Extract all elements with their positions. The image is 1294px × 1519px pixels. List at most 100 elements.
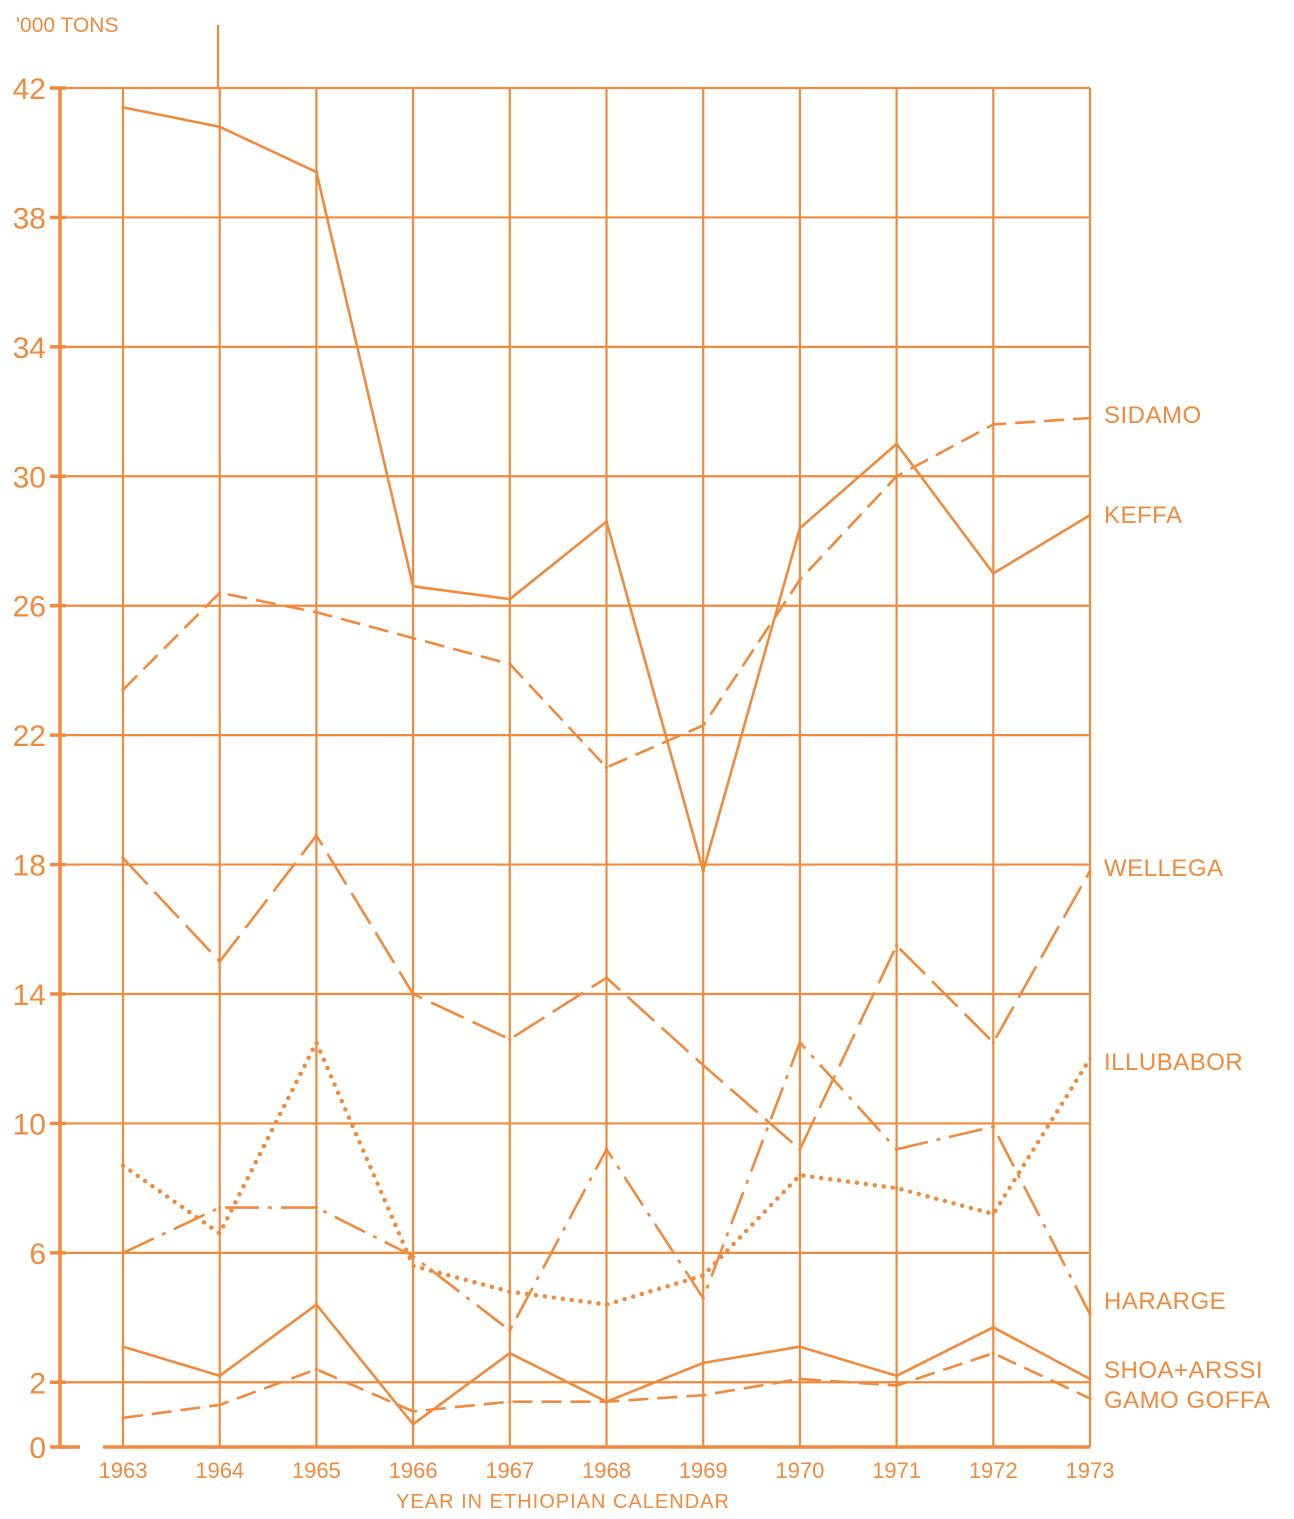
labels: '000 TONS YEAR IN ETHIOPIAN CALENDAR 026… <box>13 14 1270 1513</box>
data-point-keffa <box>991 571 995 575</box>
data-point-shoa-arssi <box>798 1345 802 1349</box>
y-tick-label: 34 <box>13 332 46 365</box>
data-point-illubabor <box>1088 1057 1092 1061</box>
data-point-sidamo <box>411 636 415 640</box>
x-axis-title: YEAR IN ETHIOPIAN CALENDAR <box>396 1491 730 1513</box>
data-point-hararge <box>895 1147 899 1151</box>
data-point-hararge <box>411 1254 415 1258</box>
data-point-wellega <box>1088 869 1092 873</box>
x-tick-label: 1972 <box>969 1458 1018 1483</box>
data-point-gamo-goffa <box>991 1351 995 1355</box>
data-point-wellega <box>411 992 415 996</box>
data-point-wellega <box>218 960 222 964</box>
series-label-sidamo: SIDAMO <box>1104 402 1202 429</box>
data-point-wellega <box>121 856 125 860</box>
data-point-wellega <box>991 1040 995 1045</box>
data-point-shoa-arssi <box>895 1374 899 1378</box>
series <box>120 105 1093 1426</box>
y-tick-label: 10 <box>13 1108 46 1141</box>
series-gamo-goffa <box>121 1351 1092 1420</box>
data-point-shoa-arssi <box>508 1351 512 1355</box>
data-point-sidamo <box>1088 416 1092 420</box>
data-point-illubabor <box>508 1290 512 1294</box>
y-tick-label: 26 <box>13 591 46 624</box>
series-label-shoa-arssi: SHOA+ARSSI <box>1104 1357 1263 1384</box>
data-point-gamo-goffa <box>895 1383 899 1388</box>
data-point-keffa <box>508 597 512 601</box>
data-point-sidamo <box>508 662 512 666</box>
data-point-hararge <box>314 1205 318 1210</box>
data-point-gamo-goffa <box>604 1400 609 1404</box>
x-tick-label: 1973 <box>1066 1458 1115 1483</box>
data-point-wellega <box>314 833 318 838</box>
x-tick-label: 1963 <box>99 1458 148 1483</box>
data-point-sidamo <box>701 723 705 728</box>
data-point-keffa <box>411 584 415 588</box>
data-point-gamo-goffa <box>411 1409 415 1414</box>
data-point-hararge <box>508 1328 512 1333</box>
data-point-wellega <box>701 1063 705 1067</box>
data-point-gamo-goffa <box>798 1377 802 1381</box>
data-point-shoa-arssi <box>1088 1377 1092 1381</box>
data-point-hararge <box>604 1147 609 1151</box>
data-point-sidamo <box>314 610 318 614</box>
x-tick-label: 1966 <box>389 1458 438 1483</box>
data-point-hararge <box>121 1251 125 1255</box>
data-point-sidamo <box>121 688 125 692</box>
data-point-keffa <box>895 442 899 446</box>
data-point-shoa-arssi <box>121 1345 125 1349</box>
data-point-illubabor <box>604 1303 609 1307</box>
data-point-gamo-goffa <box>508 1400 512 1404</box>
data-point-shoa-arssi <box>314 1303 318 1307</box>
data-point-shoa-arssi <box>218 1374 222 1378</box>
series-keffa <box>121 105 1092 873</box>
y-tick-label: 2 <box>29 1367 46 1400</box>
data-point-sidamo <box>798 578 802 582</box>
data-point-gamo-goffa <box>701 1393 705 1397</box>
data-point-shoa-arssi <box>411 1422 415 1426</box>
data-point-illubabor <box>121 1163 125 1168</box>
data-point-illubabor <box>314 1040 318 1045</box>
data-point-sidamo <box>604 765 609 770</box>
data-point-hararge <box>218 1205 222 1210</box>
data-point-gamo-goffa <box>314 1367 318 1371</box>
data-point-sidamo <box>991 422 995 427</box>
y-tick-label: 38 <box>13 202 46 235</box>
data-point-shoa-arssi <box>701 1361 705 1365</box>
data-point-illubabor <box>798 1173 802 1177</box>
data-point-illubabor <box>411 1264 415 1268</box>
gridlines <box>50 86 1092 1449</box>
data-point-gamo-goffa <box>121 1416 125 1420</box>
data-point-keffa <box>701 869 705 873</box>
data-point-keffa <box>604 519 609 524</box>
x-tick-label: 1965 <box>292 1458 341 1483</box>
series-label-keffa: KEFFA <box>1104 502 1183 529</box>
data-point-hararge <box>1088 1312 1092 1316</box>
series-label-wellega: WELLEGA <box>1104 855 1224 882</box>
series-label-hararge: HARARGE <box>1104 1288 1226 1315</box>
data-point-wellega <box>508 1037 512 1041</box>
y-tick-label: 14 <box>13 979 46 1012</box>
data-point-sidamo <box>895 474 899 478</box>
data-point-illubabor <box>991 1212 995 1216</box>
x-tick-label: 1964 <box>195 1458 244 1483</box>
y-tick-label: 6 <box>29 1238 46 1271</box>
data-point-hararge <box>798 1040 802 1045</box>
data-point-keffa <box>121 105 125 110</box>
y-tick-label: 22 <box>13 720 46 753</box>
y-tick-label: 42 <box>13 73 46 106</box>
data-point-keffa <box>218 125 222 129</box>
data-point-keffa <box>798 526 802 530</box>
data-point-wellega <box>798 1147 802 1151</box>
x-tick-label: 1970 <box>775 1458 824 1483</box>
data-point-illubabor <box>895 1186 899 1190</box>
x-tick-label: 1968 <box>582 1458 631 1483</box>
series-label-gamo-goffa: GAMO GOFFA <box>1104 1387 1270 1414</box>
data-point-sidamo <box>218 591 222 595</box>
data-point-keffa <box>314 170 318 174</box>
data-point-shoa-arssi <box>991 1325 995 1329</box>
unit-label: '000 TONS <box>16 14 118 37</box>
data-point-illubabor <box>701 1273 705 1278</box>
